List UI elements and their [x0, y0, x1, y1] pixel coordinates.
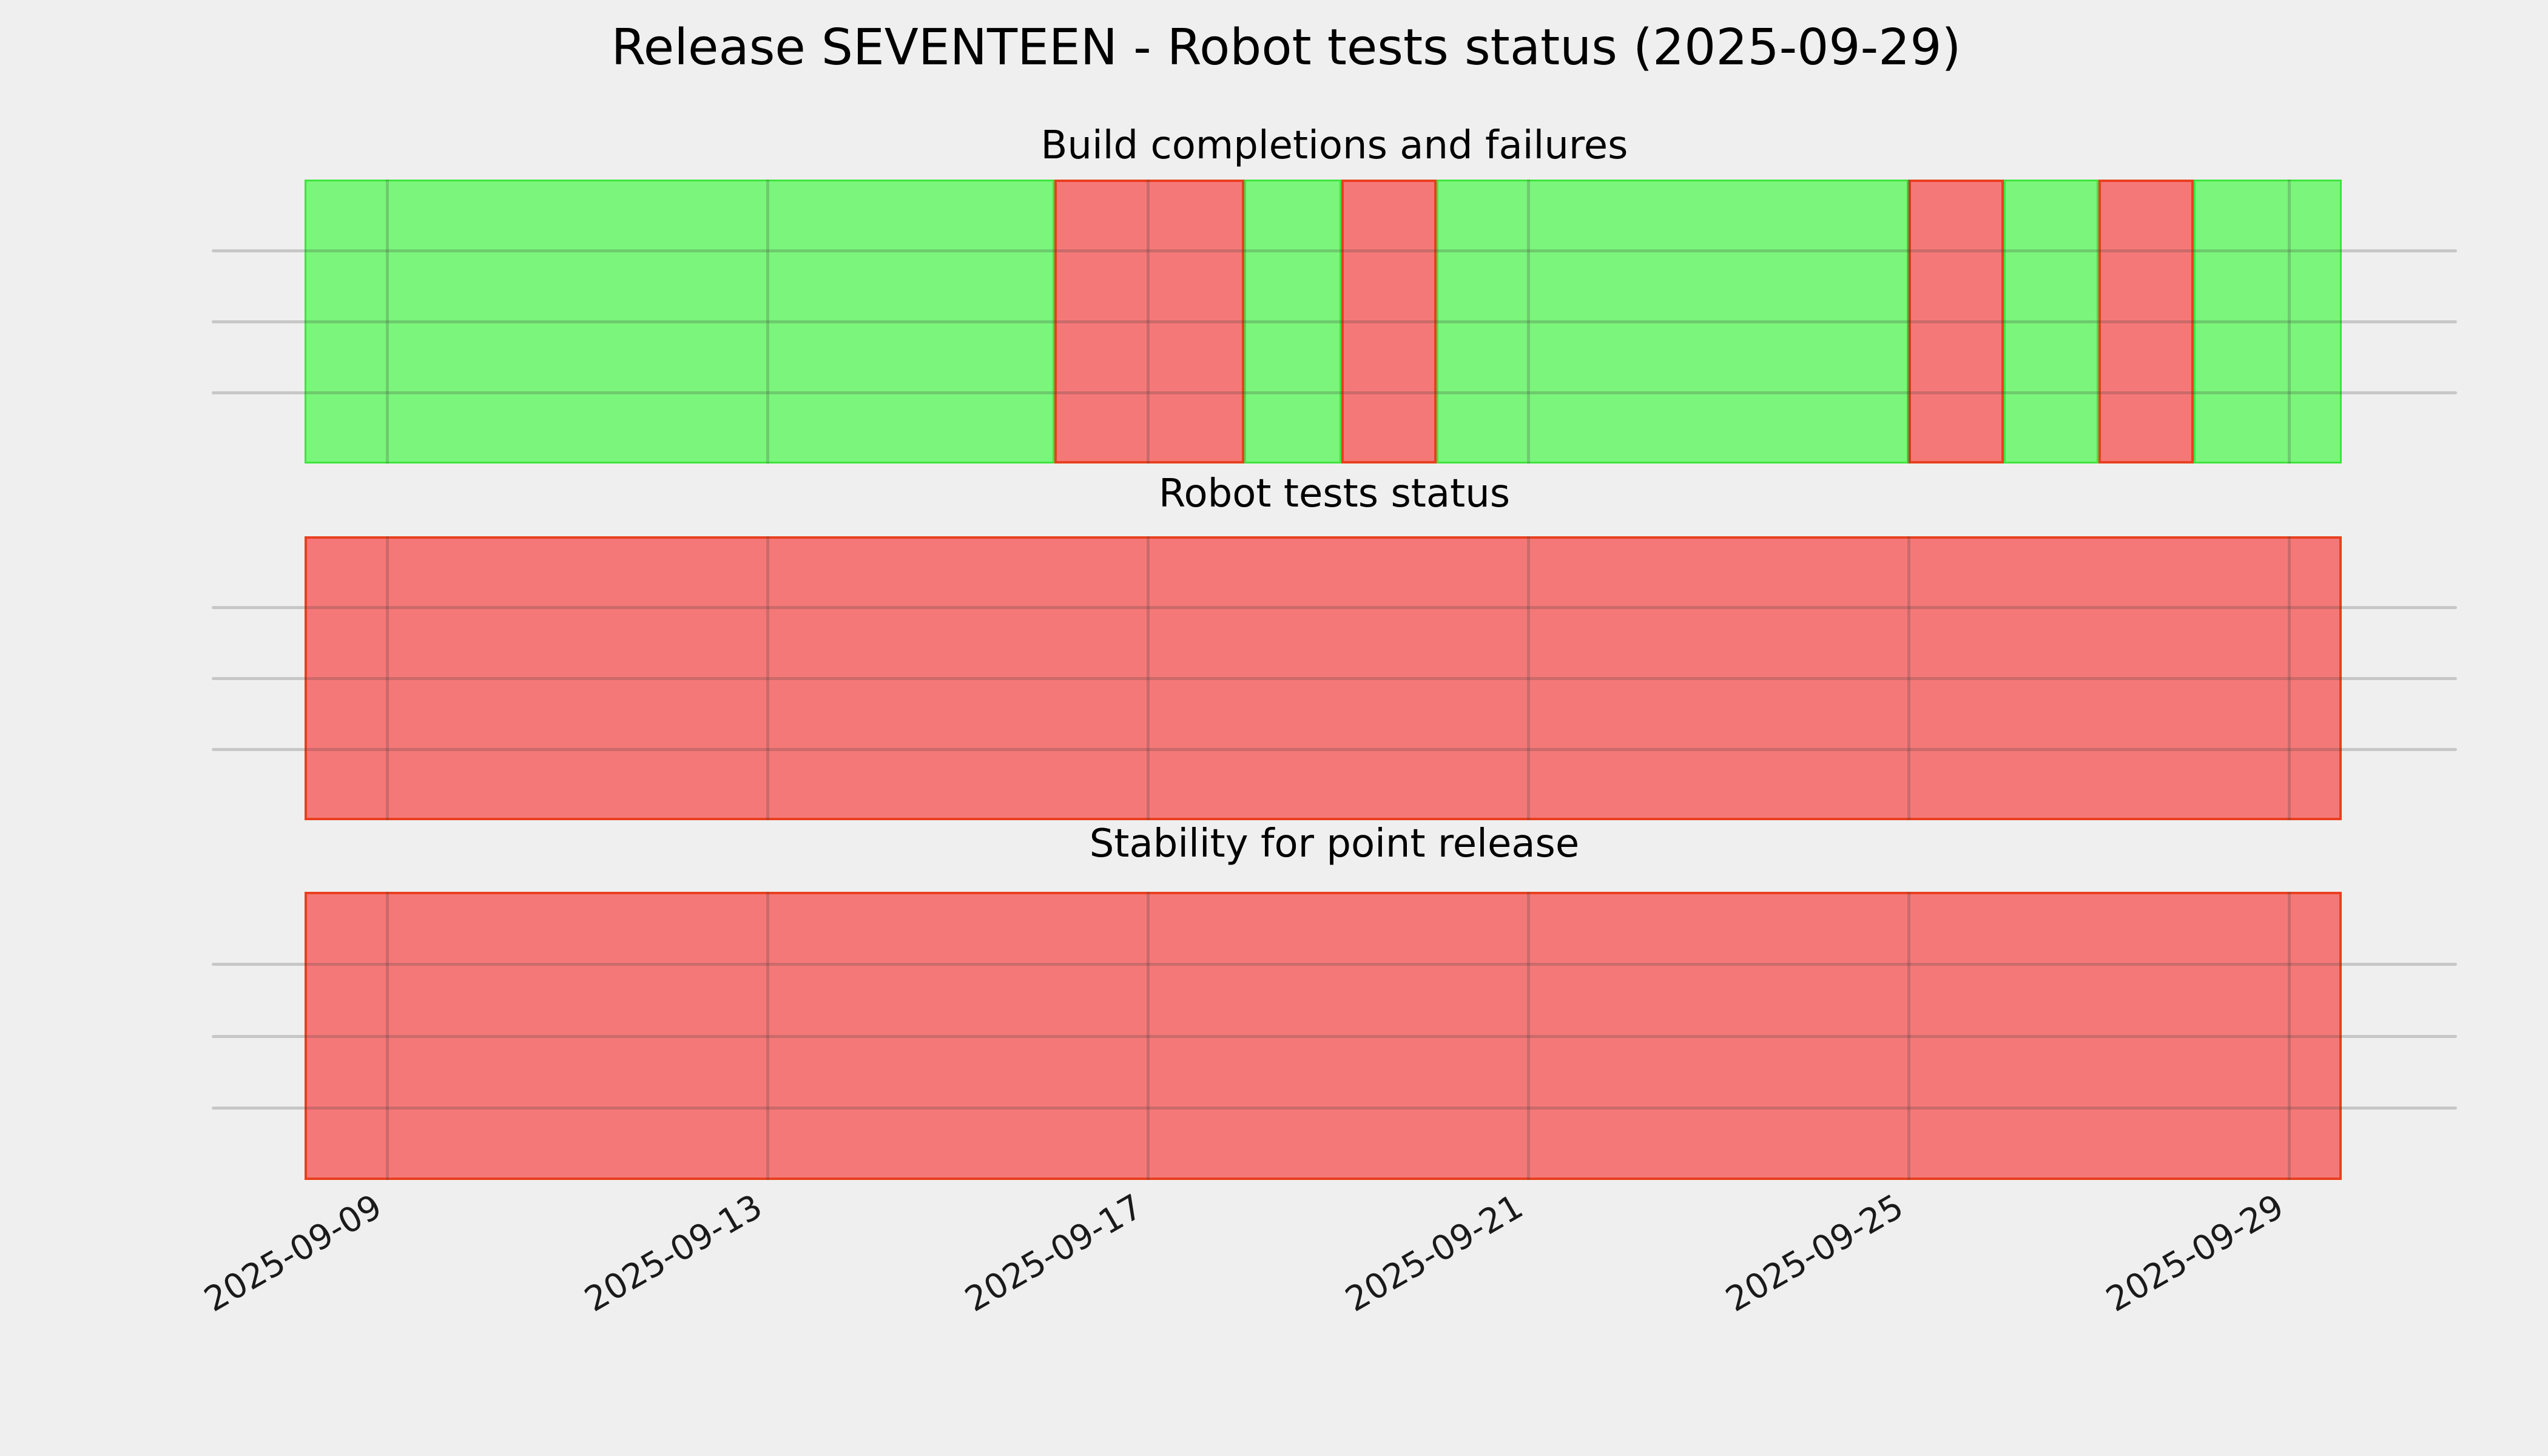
horizontal-gridline — [212, 320, 2457, 323]
failure-segment — [1341, 180, 1437, 463]
horizontal-gridline — [212, 391, 2457, 394]
failure-segment — [305, 536, 2342, 820]
failure-segment — [1054, 180, 1245, 463]
horizontal-gridline — [212, 606, 2457, 609]
panel-build-completions — [212, 180, 2457, 463]
horizontal-gridline — [212, 1034, 2457, 1038]
vertical-gridline — [2288, 180, 2291, 463]
horizontal-gridline — [212, 677, 2457, 680]
vertical-gridline — [386, 536, 389, 820]
panel-title-robot-tests: Robot tests status — [1158, 471, 1511, 516]
horizontal-gridline — [212, 1107, 2457, 1110]
vertical-gridline — [1147, 180, 1150, 463]
horizontal-gridline — [212, 748, 2457, 751]
panel-title-build-completions: Build completions and failures — [1040, 123, 1628, 168]
success-segment — [305, 180, 1055, 463]
x-tick-label: 2025-09-29 — [2099, 1187, 2290, 1320]
vertical-gridline — [1527, 536, 1530, 820]
x-tick-label: 2025-09-21 — [1338, 1187, 1529, 1320]
vertical-gridline — [2288, 536, 2291, 820]
status-bar — [305, 536, 2342, 820]
horizontal-gridline — [212, 962, 2457, 966]
vertical-gridline — [1907, 536, 1910, 820]
vertical-gridline — [766, 180, 769, 463]
vertical-gridline — [1527, 892, 1530, 1180]
success-segment — [2003, 180, 2098, 463]
vertical-gridline — [386, 892, 389, 1180]
vertical-gridline — [1907, 180, 1910, 463]
panel-title-stability: Stability for point release — [1089, 821, 1580, 866]
panel-robot-tests — [212, 536, 2457, 820]
status-bar — [305, 892, 2342, 1180]
panel-stability — [212, 892, 2457, 1180]
x-tick-label: 2025-09-17 — [958, 1187, 1149, 1320]
success-segment — [2193, 180, 2342, 463]
status-bar — [305, 180, 2342, 463]
chart-title: Release SEVENTEEN - Robot tests status (… — [611, 19, 1961, 76]
failure-segment — [2098, 180, 2194, 463]
vertical-gridline — [766, 892, 769, 1180]
success-segment — [1437, 180, 1909, 463]
success-segment — [1244, 180, 1341, 463]
x-tick-label: 2025-09-09 — [197, 1187, 388, 1320]
failure-segment — [305, 892, 2342, 1180]
x-tick-label: 2025-09-13 — [578, 1187, 769, 1320]
failure-segment — [1909, 180, 2004, 463]
horizontal-gridline — [212, 249, 2457, 252]
x-tick-label: 2025-09-25 — [1719, 1187, 1910, 1320]
vertical-gridline — [386, 180, 389, 463]
vertical-gridline — [766, 536, 769, 820]
vertical-gridline — [1147, 536, 1150, 820]
vertical-gridline — [1907, 892, 1910, 1180]
vertical-gridline — [1147, 892, 1150, 1180]
vertical-gridline — [1527, 180, 1530, 463]
vertical-gridline — [2288, 892, 2291, 1180]
